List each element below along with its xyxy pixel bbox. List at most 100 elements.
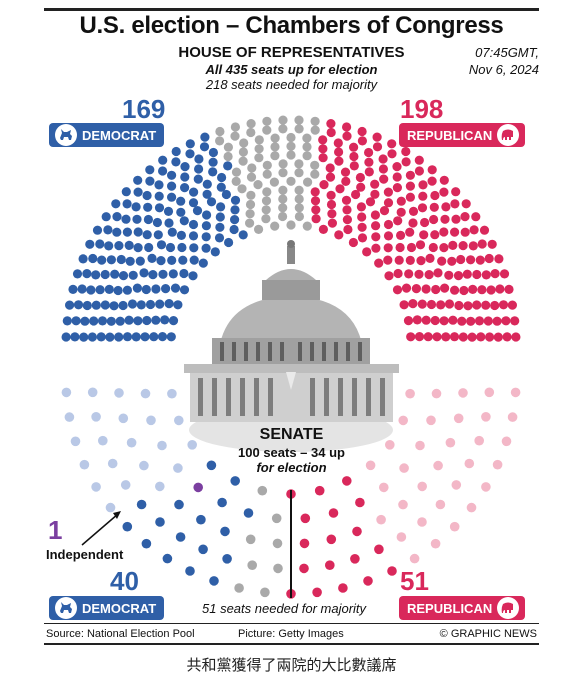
house-seat-258 — [327, 209, 337, 219]
independent-pointer — [81, 513, 119, 546]
house-seat-54 — [151, 284, 161, 294]
house-seat-287 — [357, 212, 367, 222]
senate-seat-26 — [206, 460, 217, 471]
house-seat-418 — [474, 316, 485, 326]
senate-seat-74 — [417, 517, 427, 527]
senate-seat-56 — [325, 560, 335, 570]
senate-seat-32 — [162, 553, 173, 564]
house-seat-181 — [230, 131, 240, 141]
senate-seat-86 — [464, 458, 475, 469]
house-seat-254 — [326, 190, 336, 200]
senate-seat-67 — [355, 497, 365, 508]
house-seat-222 — [294, 124, 304, 134]
house-seat-329 — [429, 202, 439, 212]
house-seat-107 — [143, 202, 153, 212]
house-seat-140 — [180, 172, 190, 182]
house-seat-406 — [403, 316, 414, 326]
house-seat-44 — [72, 269, 83, 279]
house-seat-173 — [223, 151, 233, 162]
source-credit: Source: National Election Pool — [46, 628, 195, 640]
house-seat-281 — [378, 154, 388, 164]
house-seat-248 — [325, 163, 335, 173]
house-seat-62 — [139, 268, 149, 278]
house-seat-233 — [310, 116, 320, 126]
house-seat-260 — [340, 167, 351, 177]
house-seat-209 — [278, 203, 288, 213]
senate-democrat-label: DEMOCRAT — [82, 600, 157, 616]
house-seat-374 — [433, 268, 443, 278]
house-seat-93 — [178, 255, 188, 265]
house-seat-357 — [439, 243, 449, 253]
house-seat-412 — [507, 300, 517, 310]
house-seat-415 — [448, 315, 458, 325]
house-seat-132 — [167, 170, 177, 180]
house-seat-325 — [383, 243, 393, 253]
senate-heading: SENATE — [259, 426, 324, 443]
house-seat-160 — [199, 142, 210, 152]
house-seat-154 — [185, 139, 195, 149]
house-seat-433 — [493, 332, 503, 342]
house-seat-398 — [486, 285, 496, 295]
house-seat-136 — [180, 183, 190, 193]
capitol-dome — [184, 240, 399, 452]
senate-seat-14 — [79, 459, 90, 470]
senate-seat-72 — [430, 538, 441, 549]
house-seat-145 — [171, 146, 181, 157]
house-seat-225 — [294, 185, 304, 195]
house-seat-141 — [171, 157, 181, 167]
house-majority-note: 218 seats needed for majority — [205, 77, 378, 92]
house-seat-252 — [342, 122, 352, 132]
house-seat-47 — [82, 269, 92, 279]
house-seat-331 — [374, 258, 384, 268]
house-seat-373 — [401, 283, 412, 293]
house-seat-26 — [73, 300, 84, 310]
house-seat-3 — [79, 332, 89, 342]
house-seat-108 — [189, 243, 199, 253]
senate-seat-96 — [405, 388, 415, 399]
house-seat-397 — [426, 299, 437, 310]
senate-seat-69 — [409, 553, 420, 564]
house-seat-295 — [401, 157, 411, 167]
house-seat-276 — [372, 142, 383, 152]
house-seat-115 — [163, 206, 174, 216]
house-seat-268 — [341, 195, 352, 205]
house-seat-109 — [176, 230, 186, 240]
house-seat-220 — [286, 141, 296, 151]
house-seat-289 — [370, 189, 380, 199]
house-seat-377 — [475, 255, 485, 265]
house-seat-29 — [91, 300, 101, 310]
senate-seats-note: 100 seats – 34 up — [238, 445, 345, 460]
senate-seat-46 — [260, 587, 270, 598]
house-seat-60 — [161, 284, 171, 294]
house-seat-185 — [238, 147, 248, 157]
senate-seat-49 — [273, 563, 283, 574]
house-seat-74 — [92, 225, 103, 235]
house-seat-292 — [392, 162, 402, 172]
house-seat-89 — [133, 227, 143, 237]
house-seat-39 — [145, 299, 156, 310]
house-seat-399 — [495, 284, 505, 294]
house-seat-17 — [89, 316, 99, 326]
house-seat-152 — [202, 179, 212, 189]
house-seat-293 — [357, 222, 367, 232]
house-seat-128 — [176, 196, 186, 206]
house-seat-199 — [262, 169, 272, 179]
house-seat-369 — [392, 285, 403, 295]
house-seat-266 — [357, 136, 367, 146]
bottom-rule — [44, 643, 539, 645]
senate-seat-5 — [167, 388, 177, 399]
house-seat-143 — [215, 222, 225, 232]
house-republican-label: REPUBLICAN — [407, 127, 493, 143]
house-seat-422 — [510, 316, 520, 326]
senate-seat-25 — [122, 521, 133, 532]
house-seat-150 — [185, 149, 195, 159]
house-seat-129 — [167, 181, 177, 191]
senate-seat-88 — [445, 437, 456, 448]
senate-seat-9 — [70, 436, 81, 447]
house-seat-431 — [476, 332, 486, 342]
house-seat-358 — [469, 225, 479, 235]
senate-seat-61 — [350, 554, 360, 564]
senate-seat-16 — [157, 440, 167, 451]
house-seat-219 — [286, 150, 296, 160]
house-seat-249 — [333, 138, 343, 148]
